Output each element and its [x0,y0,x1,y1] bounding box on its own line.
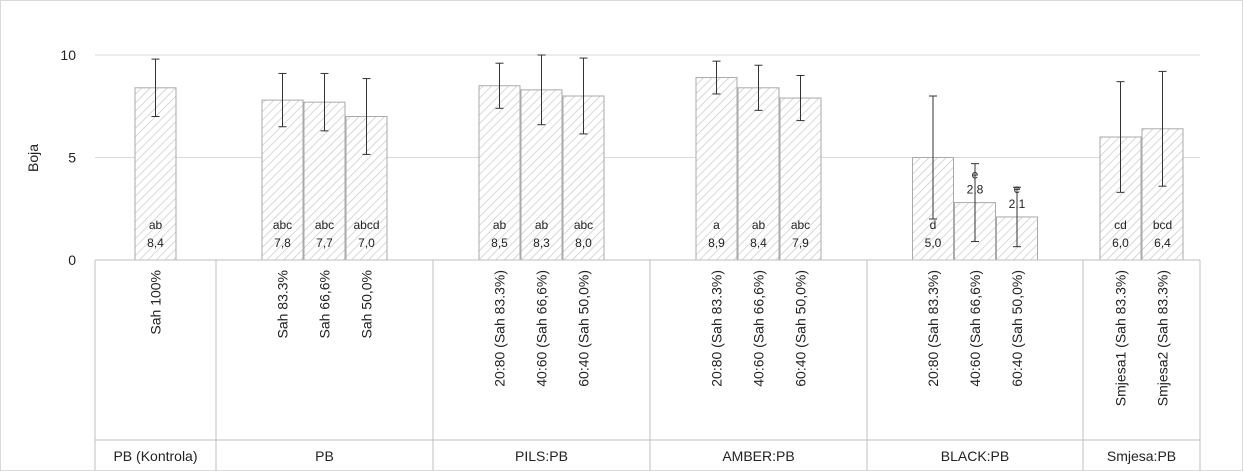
bar [478,85,521,261]
value-label: 2,8 [967,183,984,197]
value-label: 8,4 [750,236,767,250]
bar [695,77,738,261]
x-tick-label: Smjesa2 (Sah 83.3%) [1155,270,1171,406]
value-label: 5,0 [925,236,942,250]
x-tick-label: 60:40 (Sah 50,0%) [1009,270,1025,387]
x-tick-label: 20:80 (Sah 83.3%) [492,270,508,387]
y-tick-label: 5 [68,150,76,166]
x-tick-label: 20:80 (Sah 83.3%) [709,270,725,387]
significance-letter: bcd [1153,218,1172,232]
significance-letter: abc [574,218,593,232]
significance-letter: cd [1114,218,1127,232]
value-label: 7,8 [274,236,291,250]
y-tick-label: 0 [68,252,76,268]
x-tick-label: 40:60 (Sah 66,6%) [534,270,550,387]
value-label: 8,0 [575,236,592,250]
group-label: BLACK:PB [941,448,1009,464]
x-tick-label: 60:40 (Sah 50,0%) [576,270,592,387]
x-tick-label: Sah 100% [148,270,164,335]
significance-letter: ab [752,218,766,232]
error-bars [151,54,1167,248]
group-label: Smjesa:PB [1107,448,1176,464]
value-label: 8,9 [708,236,725,250]
value-label: 7,0 [358,236,375,250]
significance-letter: abc [791,218,810,232]
y-axis-label: Boja [25,144,41,172]
significance-letter: ab [149,218,163,232]
significance-letter: abc [315,218,334,232]
value-label: 8,4 [147,236,164,250]
significance-letter: abc [273,218,292,232]
x-tick-label: 20:80 (Sah 83.3%) [925,270,941,387]
value-label: 2,1 [1009,197,1026,211]
y-tick-label: 10 [60,47,76,63]
significance-letter: ab [535,218,549,232]
x-tick-label: 40:60 (Sah 66,6%) [967,270,983,387]
axes: 0 5 10 Sah 100% Sah 83.3% Sah 66,6% Sah 50,0% 2… [60,47,1201,470]
significance-letter: a [713,218,720,232]
group-label: AMBER:PB [722,448,794,464]
value-label: 7,7 [316,236,333,250]
significance-letter: d [930,218,937,232]
significance-letter: abcd [353,218,379,232]
x-tick-label: 60:40 (Sah 50,0%) [793,270,809,387]
group-label: PB (Kontrola) [113,448,197,464]
group-label: PILS:PB [515,448,568,464]
value-label: 7,9 [792,236,809,250]
bar [737,87,780,261]
value-label: 8,5 [491,236,508,250]
x-tick-label: Smjesa1 (Sah 83.3%) [1113,270,1129,406]
value-label: 8,3 [533,236,550,250]
data-labels: ab8,4abc7,8abc7,7abcd7,0ab8,5ab8,3abc8,0… [147,168,1172,250]
significance-letter: e [972,168,979,182]
value-label: 6,0 [1112,236,1129,250]
significance-letter: ab [493,218,507,232]
value-label: 6,4 [1154,236,1171,250]
x-tick-label: 40:60 (Sah 66,6%) [751,270,767,387]
x-tick-label: Sah 83.3% [275,270,291,339]
x-tick-label: Sah 66,6% [317,270,333,339]
group-label: PB [315,448,334,464]
significance-letter: e [1014,182,1021,196]
x-tick-label: Sah 50,0% [359,270,375,339]
